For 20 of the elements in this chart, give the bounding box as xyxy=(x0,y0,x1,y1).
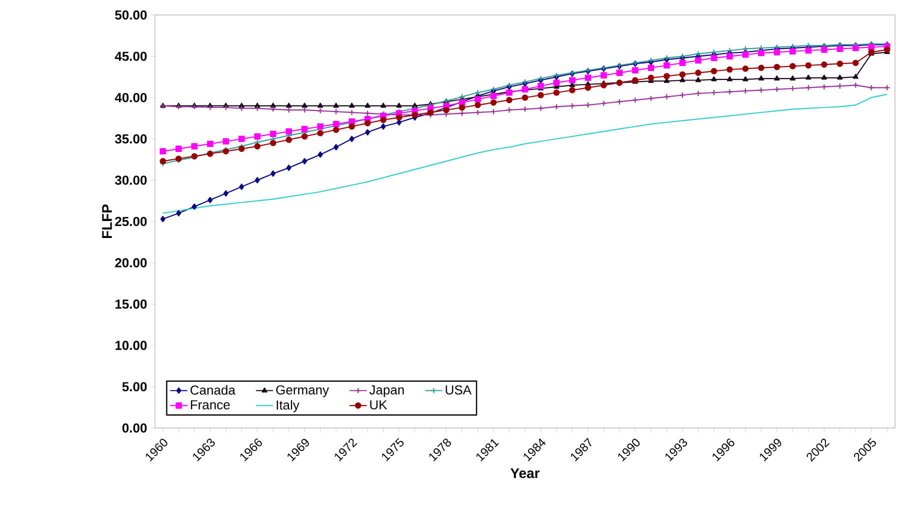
legend-label: Japan xyxy=(369,385,404,398)
x-axis-title: Year xyxy=(510,468,540,478)
y-tick-label: 0.00 xyxy=(122,423,147,433)
y-tick-label: 50.00 xyxy=(115,10,147,20)
y-tick-label: 20.00 xyxy=(115,258,147,268)
legend-label: Germany xyxy=(276,385,330,398)
y-axis-title: FLFP xyxy=(102,204,112,238)
y-tick-label: 45.00 xyxy=(114,52,147,61)
legend-label: Italy xyxy=(276,400,300,412)
legend-label: France xyxy=(190,400,230,410)
y-tick-label: 30.00 xyxy=(114,176,147,185)
y-tick-label: 10.00 xyxy=(115,340,147,350)
y-tick-label: 35.00 xyxy=(114,134,147,144)
legend-label: Canada xyxy=(190,385,236,395)
y-tick-label: 5.00 xyxy=(122,382,147,392)
y-tick-label: 15.00 xyxy=(115,299,147,309)
legend-label: UK xyxy=(370,400,388,410)
legend-label: USA xyxy=(446,385,472,395)
y-tick-label: 25.00 xyxy=(115,216,147,226)
y-tick-label: 40.00 xyxy=(114,92,147,102)
